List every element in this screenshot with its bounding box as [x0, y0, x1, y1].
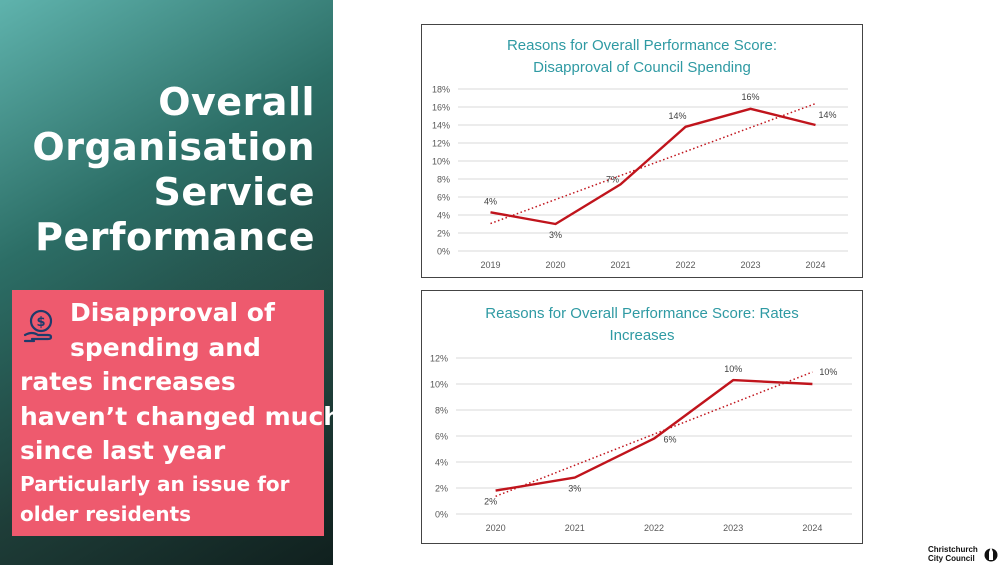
chart-title-line: Reasons for Overall Performance Score: [506, 37, 778, 54]
title-line: Overall [158, 80, 315, 124]
callout-line: spending and [70, 332, 261, 362]
money-hand-icon: $ [23, 309, 53, 343]
x-tick-label: 2021 [610, 260, 630, 270]
x-tick-label: 2019 [480, 260, 500, 270]
y-tick-label: 10% [432, 157, 450, 167]
y-tick-label: 2% [435, 484, 448, 494]
data-label: 6% [663, 435, 676, 445]
x-tick-label: 2022 [644, 523, 664, 533]
x-tick-label: 2020 [545, 260, 565, 270]
council-logo: Christchurch City Council [928, 544, 1000, 564]
x-tick-label: 2024 [805, 260, 825, 270]
y-tick-label: 6% [435, 432, 448, 442]
chart-title: Reasons for Overall Performance Score: D… [422, 35, 862, 79]
y-tick-label: 8% [437, 175, 450, 185]
title-line: Performance [35, 215, 315, 259]
y-tick-label: 16% [432, 103, 450, 113]
title-line: Service [153, 170, 315, 214]
y-tick-label: 12% [432, 139, 450, 149]
series-line [490, 107, 816, 226]
data-label: 10% [724, 364, 742, 374]
chart-plot: 0% 2% 4% 6% 8% 10% 12% 2020 2021 2022 2023 2024 2% 3%… [430, 354, 852, 533]
data-label: 14% [668, 111, 686, 121]
x-tick-label: 2023 [723, 523, 743, 533]
key-finding-callout: $ Disapproval of spending and rates incr… [12, 290, 342, 536]
y-tick-label: 10% [430, 380, 448, 390]
chart-title-line: Disapproval of Council Spending [533, 59, 751, 76]
chart-title-line: Increases [609, 327, 675, 344]
callout-subline: older residents [20, 501, 192, 526]
callout-line: rates increases [20, 367, 236, 396]
svg-text:$: $ [36, 315, 45, 330]
y-tick-label: 4% [437, 211, 450, 221]
callout-line: haven’t changed much [20, 401, 342, 431]
data-label: 4% [484, 196, 497, 206]
logo-line: City Council [928, 554, 975, 563]
data-label: 3% [549, 230, 562, 240]
x-tick-label: 2024 [802, 523, 822, 533]
callout-subline: Particularly an issue for [20, 471, 290, 496]
trendline [495, 371, 813, 498]
data-label: 10% [819, 367, 837, 377]
x-tick-label: 2020 [486, 523, 506, 533]
y-tick-label: 4% [435, 458, 448, 468]
chart-title: Reasons for Overall Performance Score: R… [422, 303, 862, 347]
y-tick-label: 8% [435, 406, 448, 416]
y-tick-label: 12% [430, 354, 448, 364]
cathedral-emblem-icon [984, 547, 998, 562]
title-line: Organisation [32, 125, 315, 169]
x-tick-label: 2021 [565, 523, 585, 533]
y-tick-label: 14% [432, 121, 450, 131]
callout-line: Disapproval of [70, 298, 275, 327]
y-tick-label: 2% [437, 229, 450, 239]
y-tick-label: 6% [437, 193, 450, 203]
data-label: 16% [741, 92, 759, 102]
data-label: 2% [484, 497, 497, 507]
data-label: 3% [568, 484, 581, 494]
trendline [490, 102, 816, 225]
spending-disapproval-chart: Reasons for Overall Performance Score: D… [421, 24, 863, 278]
rates-increases-chart: Reasons for Overall Performance Score: R… [421, 290, 863, 544]
x-tick-label: 2023 [740, 260, 760, 270]
data-label: 14% [818, 110, 836, 120]
y-tick-label: 0% [435, 510, 448, 520]
logo-line: Christchurch [928, 545, 978, 554]
slide-title: Overall Organisation Service Performance [15, 80, 315, 260]
y-tick-label: 0% [437, 247, 450, 257]
data-label: 7% [606, 174, 619, 184]
chart-plot: 0% 2% 4% 6% 8% 10% 12% 14% 16% 18% 2019 2020 2021 202… [432, 85, 848, 270]
chart-title-line: Reasons for Overall Performance Score: R… [485, 305, 799, 322]
y-tick-label: 18% [432, 85, 450, 95]
x-tick-label: 2022 [675, 260, 695, 270]
series-line [495, 378, 813, 492]
callout-line: since last year [20, 436, 226, 465]
